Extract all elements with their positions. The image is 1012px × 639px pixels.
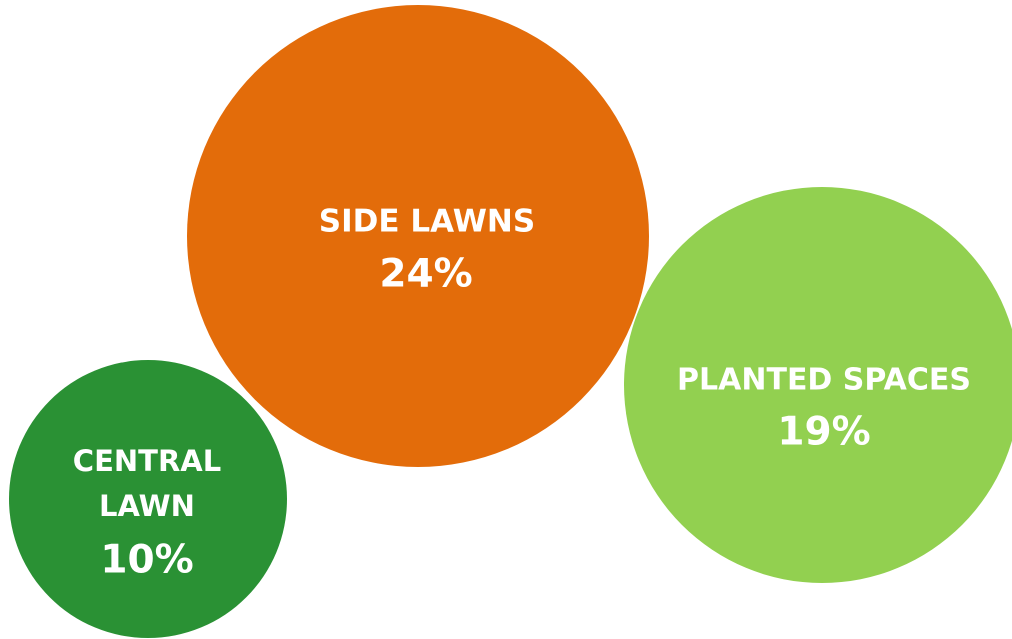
bubble-side-lawns: SIDE LAWNS 24% — [187, 5, 649, 467]
bubble-side-lawns-circle — [187, 5, 649, 467]
bubble-planted-spaces-value: 19% — [777, 410, 870, 455]
bubble-central-lawn: CENTRAL LAWN 10% — [9, 360, 287, 638]
bubble-central-lawn-circle — [9, 360, 287, 638]
bubble-central-lawn-value: 10% — [100, 538, 193, 583]
bubble-side-lawns-label: SIDE LAWNS — [319, 204, 535, 240]
bubble-planted-spaces: PLANTED SPACES 19% — [624, 187, 1012, 583]
bubble-central-lawn-label-line-2: LAWN — [99, 489, 195, 523]
bubble-side-lawns-value: 24% — [379, 252, 472, 297]
bubble-central-lawn-label-line-1: CENTRAL — [73, 444, 221, 478]
bubble-planted-spaces-label: PLANTED SPACES — [677, 363, 971, 398]
bubble-planted-spaces-circle — [624, 187, 1012, 583]
